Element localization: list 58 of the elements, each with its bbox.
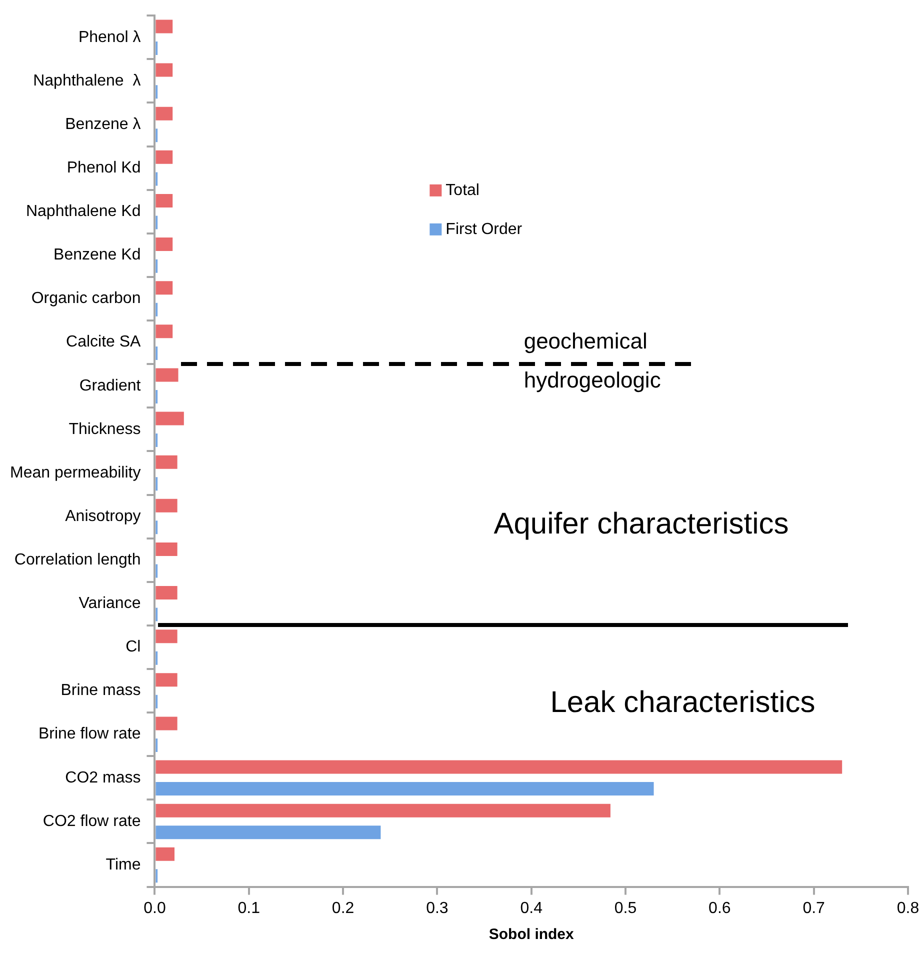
bar bbox=[156, 804, 610, 818]
bar bbox=[156, 150, 173, 164]
x-tick-label: 0.0 bbox=[144, 900, 166, 917]
x-tick-label: 0.4 bbox=[520, 900, 543, 917]
bar bbox=[156, 20, 173, 34]
bar bbox=[156, 782, 654, 796]
legend-label: First Order bbox=[446, 220, 523, 238]
bar bbox=[156, 455, 178, 469]
bar bbox=[156, 542, 178, 556]
y-tick-label: Phenol λ bbox=[78, 28, 141, 46]
bar bbox=[156, 281, 173, 295]
x-tick-label: 0.3 bbox=[426, 900, 448, 917]
y-tick-label: Naphthalene λ bbox=[33, 72, 141, 90]
bar bbox=[156, 716, 178, 730]
x-tick-label: 0.6 bbox=[708, 900, 731, 917]
legend-label: Total bbox=[446, 182, 480, 199]
bar bbox=[156, 63, 173, 77]
y-tick-label: Brine mass bbox=[60, 682, 141, 700]
y-tick-label: Benzene λ bbox=[65, 116, 141, 133]
x-tick-label: 0.1 bbox=[238, 900, 260, 917]
y-tick-label: Gradient bbox=[79, 377, 142, 394]
x-tick-label: 0.5 bbox=[614, 900, 637, 917]
annotation: Leak characteristics bbox=[550, 686, 816, 720]
y-tick-label: Benzene Kd bbox=[54, 246, 141, 264]
annotation: Aquifer characteristics bbox=[494, 508, 789, 541]
x-tick-label: 0.2 bbox=[332, 900, 354, 917]
annotation: hydrogeologic bbox=[524, 368, 661, 393]
x-tick-label: 0.8 bbox=[896, 900, 920, 917]
y-tick-label: Variance bbox=[78, 595, 141, 612]
y-tick-label: Cl bbox=[126, 638, 141, 656]
bar bbox=[156, 106, 173, 120]
annotation: geochemical bbox=[524, 328, 648, 354]
y-tick-label: Phenol Kd bbox=[66, 159, 141, 176]
bar bbox=[156, 630, 178, 644]
bar bbox=[156, 368, 178, 382]
bar bbox=[156, 412, 184, 426]
bar bbox=[156, 498, 178, 512]
bar bbox=[156, 586, 178, 600]
bar bbox=[156, 847, 174, 861]
y-tick-label: Mean permeability bbox=[10, 464, 141, 482]
y-tick-label: Correlation length bbox=[14, 552, 141, 569]
x-tick-label: 0.7 bbox=[802, 900, 826, 917]
bar bbox=[156, 324, 173, 338]
bar bbox=[156, 760, 842, 774]
y-tick-label: Anisotropy bbox=[65, 508, 141, 525]
y-tick-label: Brine flow rate bbox=[38, 726, 141, 743]
y-tick-label: Calcite SA bbox=[66, 334, 142, 351]
bar bbox=[156, 194, 173, 208]
y-tick-label: CO2 flow rate bbox=[42, 812, 141, 830]
bar bbox=[156, 238, 173, 252]
y-tick-label: Thickness bbox=[68, 420, 141, 438]
bar bbox=[156, 673, 178, 687]
x-axis-title: Sobol index bbox=[488, 926, 575, 944]
y-tick-label: Time bbox=[106, 856, 141, 874]
y-tick-label: CO2 mass bbox=[65, 769, 141, 786]
y-tick-label: Organic carbon bbox=[31, 290, 141, 308]
bar bbox=[156, 826, 381, 840]
y-tick-label: Naphthalene Kd bbox=[26, 203, 141, 220]
